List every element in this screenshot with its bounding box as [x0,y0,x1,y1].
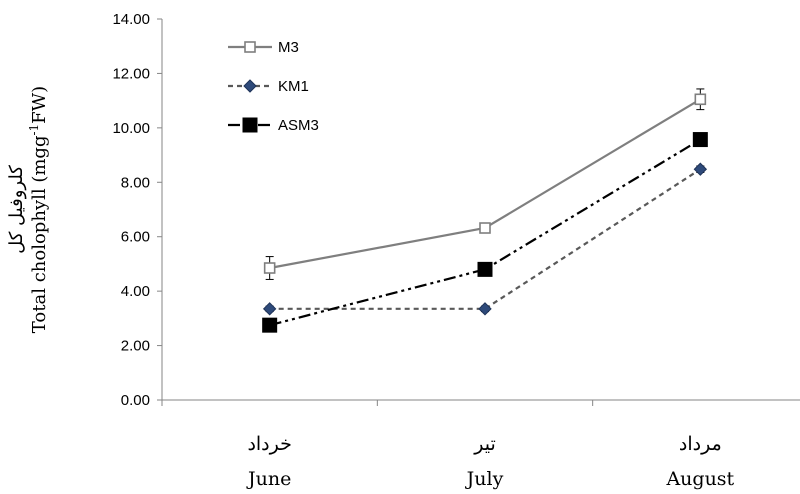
legend-item-km1: KM1 [228,78,309,95]
series-km1 [262,162,708,316]
y-tick-label: 8.00 [121,174,150,191]
data-point [262,302,277,316]
data-point [692,132,708,148]
data-point [262,317,278,333]
x-category-label-en: August [665,468,734,490]
legend-swatch-marker [242,117,258,133]
data-point [478,302,492,316]
y-axis-title-fa-group: کلروفیل کل [6,165,27,254]
y-tick-label: 0.00 [121,392,150,409]
axes [157,18,800,406]
legend-item-asm3: ASM3 [228,117,319,134]
legend-swatch-marker [243,79,257,93]
y-axis-title-fa: کلروفیل کل [6,165,27,254]
legend-label: M3 [278,39,299,56]
series-asm3 [262,132,708,333]
y-axis-title-en: Total cholophyll (mgg-1FW) [27,86,50,333]
y-tick-label: 10.00 [112,120,150,137]
data-point [477,261,493,277]
legend-swatch-marker [244,41,256,53]
y-tick-label: 14.00 [112,11,150,28]
data-point [694,93,707,106]
x-category-label-fa: خرداد [247,433,291,455]
x-category-label-fa: تیر [473,433,496,455]
y-tick-label: 12.00 [112,65,150,82]
legend: M3 KM1 ASM3 [228,39,319,134]
series-group [262,88,708,333]
series-line [269,168,701,310]
y-tick-label: 2.00 [121,338,150,355]
y-tick-labels: 0.00 2.00 4.00 6.00 8.00 10.00 12.00 14.00 [112,11,150,409]
series-m3 [263,88,707,280]
x-category-labels: خرداد June تیر July مرداد August [246,433,735,490]
series-line [269,138,701,327]
y-tick-label: 4.00 [121,283,150,300]
legend-label: KM1 [278,78,309,95]
x-category-label-fa: مرداد [679,433,722,455]
x-category-label-en: July [465,468,504,490]
y-axis-title: کلروفیل کل Total cholophyll (mgg-1FW) [6,86,50,333]
x-category-label-en: June [246,468,291,490]
data-point [263,262,276,274]
legend-label: ASM3 [278,117,319,134]
y-axis-title-en-group: Total cholophyll (mgg-1FW) [27,86,50,333]
series-line [269,98,701,270]
legend-item-m3: M3 [228,39,299,56]
y-tick-label: 6.00 [121,229,150,246]
data-point [479,222,491,234]
data-point [693,162,708,176]
